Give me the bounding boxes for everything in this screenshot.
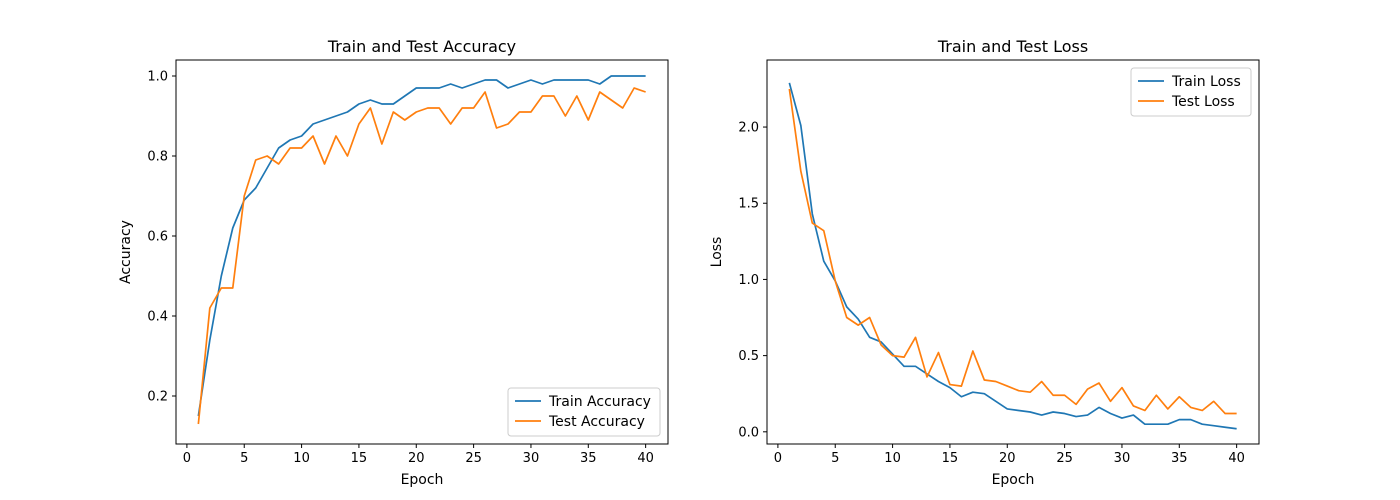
chart-2: Train and Test Loss 0 5 10 15 20 25 30 35 40 0.0 0.… [709,37,1260,488]
x-tick-label: 40 [637,451,654,466]
series-line-test-loss [788,88,1237,415]
x-tick-label: 30 [1114,451,1131,466]
y-axis-label: Loss [709,237,725,268]
x-tick-label: 15 [351,451,368,466]
y-tick-label: 1.5 [738,197,759,212]
legend-box [1130,67,1252,117]
x-tick-label: 30 [523,451,540,466]
y-tick-label: 1.0 [147,70,168,85]
y-tick-label: 0.0 [738,425,759,440]
legend-label: Train Accuracy [548,394,651,410]
y-axis-label: Accuracy [118,220,134,284]
x-tick-label: 15 [942,451,959,466]
x-tick-label: 10 [884,451,901,466]
legend-box [507,387,661,437]
x-tick-label: 40 [1228,451,1245,466]
y-tick-label: 0.6 [147,230,168,245]
series-line-train-accuracy [197,75,646,417]
x-tick-label: 35 [1171,451,1188,466]
x-axis-label: Epoch [401,472,444,488]
y-tick-label: 1.0 [738,273,759,288]
chart-1: Train and Test Accuracy 0 5 10 15 20 25 30 35 40 0… [118,37,669,488]
legend: Train Accuracy Test Accuracy [507,387,661,437]
legend: Train Loss Test Loss [1130,67,1252,117]
plot-frame [175,59,669,445]
x-tick-label: 0 [774,451,782,466]
x-tick-label: 25 [465,451,482,466]
y-tick-label: 2.0 [738,121,759,136]
series-line-train-loss [788,82,1237,430]
legend-label: Test Accuracy [548,414,645,430]
y-tick-label: 0.4 [147,310,168,325]
series-line-test-accuracy [197,87,646,425]
x-tick-label: 20 [999,451,1016,466]
chart-title: Train and Test Accuracy [327,37,516,56]
legend-label: Train Loss [1171,74,1241,90]
x-tick-label: 0 [183,451,191,466]
x-tick-label: 20 [408,451,425,466]
x-tick-label: 35 [580,451,597,466]
x-tick-label: 5 [240,451,248,466]
y-tick-label: 0.5 [738,349,759,364]
x-tick-label: 5 [831,451,839,466]
y-tick-label: 0.2 [147,390,168,405]
x-tick-label: 25 [1056,451,1073,466]
y-tick-label: 0.8 [147,150,168,165]
chart-title: Train and Test Loss [937,37,1088,56]
x-axis-label: Epoch [992,472,1035,488]
plot-frame [766,59,1260,445]
x-tick-label: 10 [293,451,310,466]
legend-label: Test Loss [1171,94,1235,110]
